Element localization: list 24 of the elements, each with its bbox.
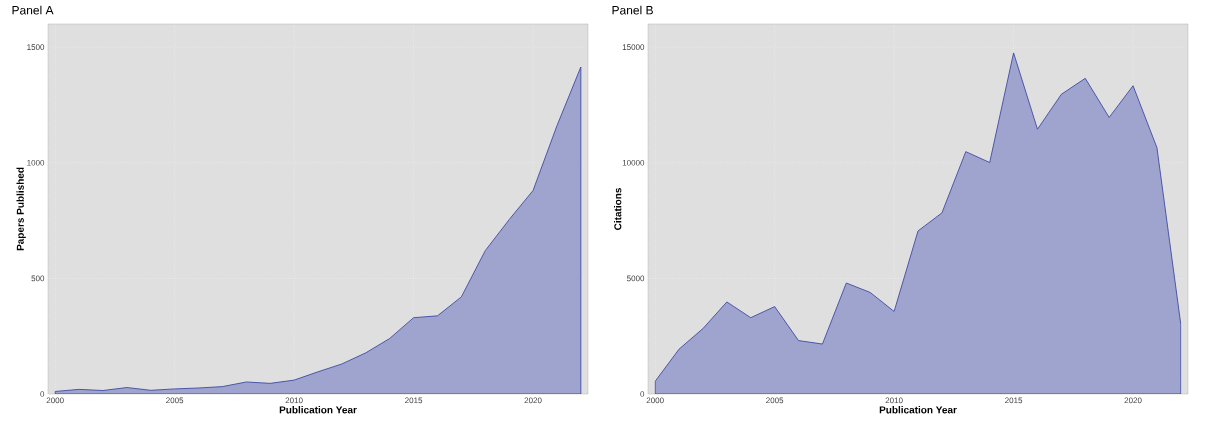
y-axis-title: Papers Published (16, 167, 26, 251)
chart-title: Panel B (612, 5, 653, 15)
x-tick-label: 2020 (524, 397, 542, 404)
y-tick-label: 15000 (622, 44, 645, 50)
x-tick-label: 2000 (646, 397, 664, 404)
y-tick-label: 1500 (27, 44, 45, 50)
x-tick-label: 2015 (405, 397, 423, 404)
x-axis-title: Publication Year (279, 406, 357, 414)
y-tick-label: 500 (31, 275, 45, 282)
x-tick-label: 2015 (1005, 397, 1023, 404)
y-tick-label: 10000 (622, 159, 645, 166)
x-tick-label: 2005 (766, 397, 784, 404)
x-tick-label: 2020 (1124, 397, 1142, 404)
y-tick-label: 0 (40, 391, 45, 397)
y-axis-title: Citations (614, 188, 622, 230)
y-tick-label: 5000 (626, 275, 645, 282)
x-tick-label: 2005 (166, 397, 184, 404)
x-tick-label: 2010 (285, 397, 303, 404)
y-tick-label: 0 (640, 391, 645, 397)
y-tick-label: 1000 (27, 159, 45, 166)
x-tick-label: 2010 (885, 397, 903, 404)
x-axis-title: Publication Year (879, 406, 957, 414)
x-tick-label: 2000 (46, 397, 64, 404)
chart-title: Panel A (12, 5, 54, 15)
